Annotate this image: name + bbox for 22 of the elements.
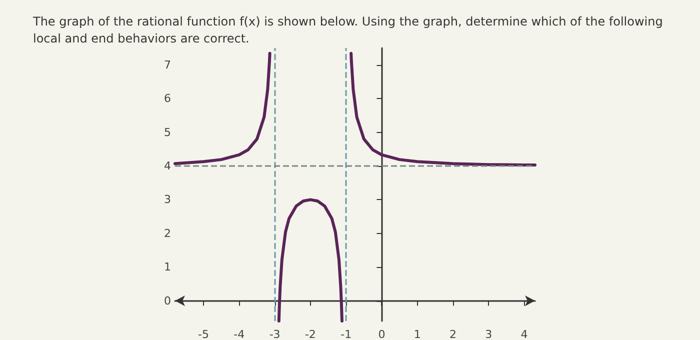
y-tick-label: 6	[164, 92, 171, 106]
x-tick-label: 2	[450, 328, 457, 340]
y-tick-label: 5	[164, 126, 171, 139]
x-tick-label: 0	[378, 328, 386, 340]
y-tick-label: 2	[164, 226, 171, 240]
y-tick-label: 1	[164, 260, 171, 274]
y-tick-label: 0	[164, 294, 171, 308]
y-tick-label: 4	[164, 159, 171, 172]
chart-title: The graph of the rational function f(x) is shown below. Using the graph, determine which of the following local and end behaviors are correct.	[32, 14, 667, 46]
x-tick-label: -2	[304, 328, 316, 340]
y-tick-label: 3	[164, 193, 171, 206]
line-series	[350, 52, 536, 166]
x-tick-label: -5	[198, 328, 209, 340]
x-tick-label: 1	[414, 328, 421, 340]
x-tick-label: -4	[234, 328, 245, 340]
x-tick-label: 3	[485, 328, 492, 340]
x-tick-label: -1	[340, 328, 352, 340]
line-series	[277, 198, 344, 322]
line-series	[174, 52, 272, 166]
y-tick-label: 7	[164, 58, 171, 72]
x-tick-label: 4	[520, 328, 528, 340]
x-tick-label: -3	[269, 328, 280, 340]
